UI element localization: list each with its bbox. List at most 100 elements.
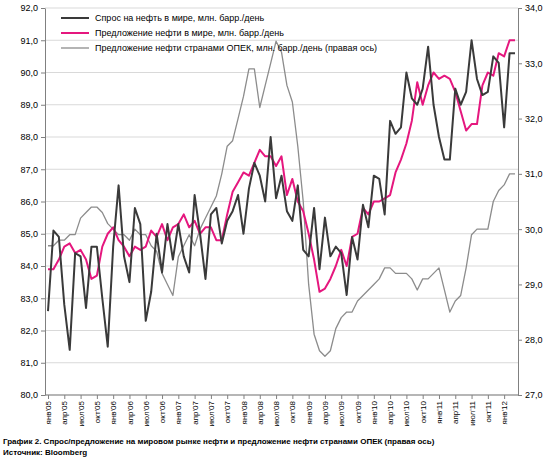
tick-mark — [472, 395, 473, 399]
legend-label: Предложение нефти странами ОПЕК, млн. ба… — [95, 43, 377, 53]
tick-mark — [455, 395, 456, 399]
tick-label: 34,0 — [525, 3, 543, 13]
tick-label: окт'07 — [223, 400, 232, 423]
tick: 83,0 — [20, 294, 45, 304]
tick-mark — [227, 395, 228, 399]
tick-mark — [113, 395, 114, 399]
tick-mark — [41, 105, 45, 106]
legend-swatch — [61, 17, 89, 19]
grid-line — [45, 330, 518, 331]
tick-label: янв'05 — [44, 400, 53, 424]
tick: янв'12 — [500, 395, 509, 424]
tick-label: 89,0 — [20, 100, 38, 110]
tick: окт'08 — [288, 395, 297, 423]
tick-mark — [518, 284, 522, 285]
grid-line — [45, 362, 518, 363]
tick-mark — [48, 395, 49, 399]
tick-label: янв'12 — [500, 400, 509, 424]
tick-mark — [146, 395, 147, 399]
grid-line — [45, 395, 518, 396]
tick: 91,0 — [20, 36, 45, 46]
tick: окт'05 — [93, 395, 102, 423]
tick-mark — [260, 395, 261, 399]
axis-line — [518, 9, 519, 396]
tick-label: июл'07 — [207, 400, 216, 426]
tick: окт'11 — [484, 395, 493, 423]
tick-mark — [518, 395, 522, 396]
tick: окт'06 — [158, 395, 167, 423]
tick-label: апр'09 — [321, 400, 330, 424]
axis-line — [45, 395, 518, 396]
tick-mark — [41, 266, 45, 267]
tick: янв'11 — [435, 395, 444, 424]
tick: окт'09 — [354, 395, 363, 423]
tick: 81,0 — [20, 358, 45, 368]
tick: 32,0 — [518, 114, 543, 124]
tick: 90,0 — [20, 68, 45, 78]
tick-mark — [518, 174, 522, 175]
tick: 34,0 — [518, 3, 543, 13]
tick-label: апр'05 — [60, 400, 69, 424]
tick-label: окт'05 — [93, 400, 102, 423]
tick-label: 33,0 — [525, 59, 543, 69]
legend-label: Предложение нефти в мире, млн. барр./ден… — [95, 28, 284, 38]
tick-label: 32,0 — [525, 114, 543, 124]
series-line — [48, 40, 515, 350]
tick-mark — [325, 395, 326, 399]
chart: 80,081,082,083,084,085,086,087,088,089,0… — [0, 0, 550, 462]
tick-label: 85,0 — [20, 229, 38, 239]
tick-label: 87,0 — [20, 165, 38, 175]
tick-label: 27,0 — [525, 390, 543, 400]
tick-label: окт'10 — [419, 400, 428, 423]
tick-label: 90,0 — [20, 68, 38, 78]
series-line — [48, 40, 515, 292]
y-axis: 80,081,082,083,084,085,086,087,088,089,0… — [20, 3, 45, 400]
tick: апр'09 — [321, 395, 330, 425]
tick: 82,0 — [20, 326, 45, 336]
tick: июл'07 — [207, 395, 216, 426]
tick: 87,0 — [20, 165, 45, 175]
title: График 2. Спрос/предложение на мировом р… — [3, 437, 435, 446]
tick-mark — [309, 395, 310, 399]
tick: окт'10 — [419, 395, 428, 423]
tick: 28,0 — [518, 335, 543, 345]
tick-label: 28,0 — [525, 335, 543, 345]
tick-mark — [97, 395, 98, 399]
legend-swatch — [61, 32, 89, 34]
tick: янв'07 — [174, 395, 183, 424]
tick-label: янв'06 — [109, 400, 118, 424]
tick-mark — [518, 229, 522, 230]
tick-mark — [41, 169, 45, 170]
tick: 80,0 — [20, 390, 45, 400]
plot-area — [48, 40, 515, 356]
tick: апр'11 — [451, 395, 460, 424]
tick-mark — [518, 8, 522, 9]
grid — [45, 8, 518, 395]
tick-label: окт'06 — [158, 400, 167, 423]
tick: июл'08 — [272, 395, 281, 426]
tick: апр'06 — [126, 395, 135, 425]
tick-mark — [504, 395, 505, 399]
axis-line — [45, 9, 46, 396]
tick-mark — [64, 395, 65, 399]
tick-mark — [162, 395, 163, 399]
tick-mark — [129, 395, 130, 399]
tick-label: 83,0 — [20, 294, 38, 304]
tick-label: июл'05 — [77, 400, 86, 426]
tick: янв'10 — [370, 395, 379, 424]
tick-mark — [439, 395, 440, 399]
tick-label: окт'09 — [354, 400, 363, 423]
tick: июл'11 — [468, 395, 477, 426]
tick-label: 84,0 — [20, 261, 38, 271]
tick: 31,0 — [518, 169, 543, 179]
tick-mark — [211, 395, 212, 399]
tick-label: окт'08 — [288, 400, 297, 423]
tick: янв'08 — [240, 395, 249, 424]
tick-mark — [488, 395, 489, 399]
tick: 29,0 — [518, 280, 543, 290]
tick: окт'07 — [223, 395, 232, 423]
tick-label: янв'08 — [240, 400, 249, 424]
tick-mark — [518, 340, 522, 341]
tick-mark — [374, 395, 375, 399]
tick-label: окт'11 — [484, 400, 493, 422]
